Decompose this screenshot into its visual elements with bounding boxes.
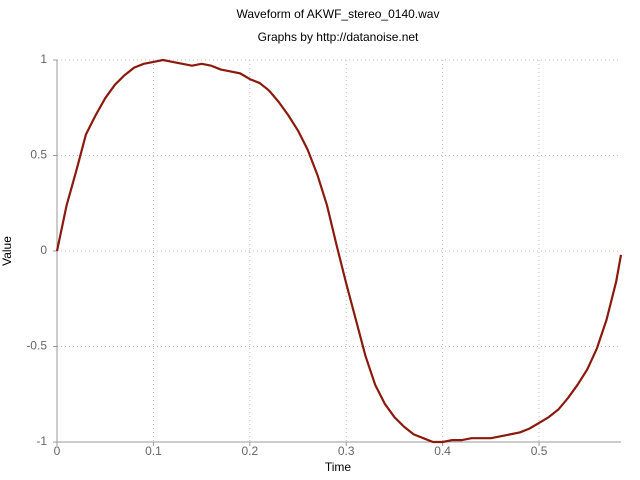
x-tick-label: 0.3 [338, 444, 355, 458]
y-tick-label: -1 [36, 434, 47, 448]
x-tick-label: 0.2 [241, 444, 258, 458]
x-tick-label: 0.1 [145, 444, 162, 458]
x-tick-label: 0.5 [531, 444, 548, 458]
y-axis-label: Value [0, 236, 14, 266]
y-tick-label: 1 [40, 52, 47, 66]
x-axis-label: Time [325, 460, 352, 474]
data-line [55, 58, 623, 444]
y-tick-label: 0 [40, 243, 47, 257]
x-tick-label: 0.4 [434, 444, 451, 458]
chart-subtitle: Graphs by http://datanoise.net [258, 30, 419, 44]
y-tick-label: -0.5 [26, 339, 47, 353]
y-tick-label: 0.5 [30, 148, 47, 162]
x-tick-label: 0 [54, 444, 61, 458]
chart-title: Waveform of AKWF_stereo_0140.wav [237, 7, 440, 21]
